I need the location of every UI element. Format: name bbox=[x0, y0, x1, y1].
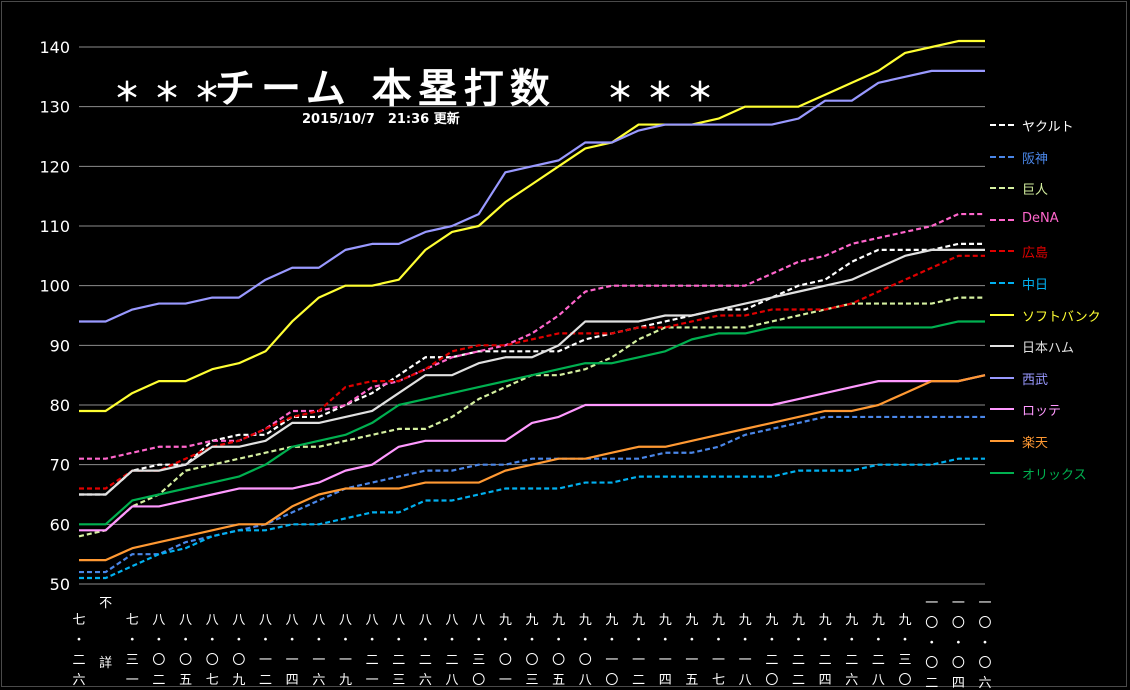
legend-label: ロッテ bbox=[1022, 404, 1062, 420]
series-line-日本ハム bbox=[79, 248, 985, 496]
title-stars-right: ＊＊＊ bbox=[607, 78, 728, 108]
x-tick-label: 七・三一 bbox=[126, 613, 139, 688]
x-tick-label: 八・〇七 bbox=[206, 613, 219, 688]
x-tick-label: 九・一七 bbox=[712, 613, 725, 688]
x-tick-label: 八・二六 bbox=[419, 613, 432, 688]
x-tick-label: 九・二二 bbox=[792, 613, 805, 688]
x-tick-label: 八・三〇 bbox=[472, 613, 485, 688]
x-tick-label: 九・〇八 bbox=[579, 613, 592, 688]
x-tick-label: 九・〇三 bbox=[525, 613, 538, 688]
x-tick-label: 九・〇五 bbox=[552, 613, 565, 688]
title-stars-left: ＊＊＊ bbox=[114, 78, 235, 108]
legend-swatch bbox=[990, 440, 1014, 442]
legend-swatch bbox=[990, 376, 1014, 379]
legend-label: 西武 bbox=[1022, 372, 1049, 388]
series-line-ソフトバンク bbox=[79, 39, 985, 413]
legend-swatch bbox=[990, 313, 1014, 316]
legend-swatch bbox=[990, 250, 1014, 253]
grid-lines bbox=[79, 46, 985, 585]
series-line-オリックス bbox=[79, 320, 985, 526]
legend-swatch bbox=[990, 471, 1014, 474]
chart-title: チーム 本塁打数 bbox=[215, 66, 556, 112]
x-tick-label: 九・〇一 bbox=[499, 613, 512, 688]
x-tick-label: 一〇・〇二 bbox=[925, 596, 938, 690]
y-tick-label: 100 bbox=[39, 277, 70, 296]
legend-swatch bbox=[990, 408, 1014, 411]
legend-swatch bbox=[990, 218, 1014, 221]
x-tick-label: 九・一〇 bbox=[605, 613, 618, 688]
x-tick-label: 九・一八 bbox=[739, 613, 752, 688]
series-line-西武 bbox=[79, 69, 985, 323]
series-line-楽天 bbox=[79, 374, 986, 562]
chart-subtitle: 2015/10/7 21:36 更新 bbox=[302, 112, 460, 127]
x-axis: 七・二六 不詳 七・三一八・〇二 八・〇五 八・〇七八・〇九 八・一二 八・一四八・一六 八・… bbox=[72, 596, 991, 690]
series-line-中日 bbox=[79, 457, 985, 580]
y-axis: 50 60 70 80 90 100 110 120 130 140 bbox=[39, 38, 70, 594]
legend-label: DeNA bbox=[1022, 210, 1059, 226]
legend-label: 阪神 bbox=[1022, 151, 1049, 167]
series-line-ロッテ bbox=[79, 374, 986, 532]
series-line-ヤクルト bbox=[79, 242, 985, 496]
legend-swatch bbox=[990, 124, 1014, 126]
series-line-阪神 bbox=[79, 415, 985, 574]
x-tick-label: 八・一九 bbox=[339, 613, 352, 688]
legend-swatch bbox=[990, 187, 1014, 190]
y-tick-label: 70 bbox=[50, 456, 70, 475]
legend-label: 巨人 bbox=[1022, 183, 1049, 199]
y-tick-label: 140 bbox=[39, 38, 70, 57]
x-tick-label: 不詳 bbox=[99, 596, 112, 671]
x-tick-label: 一〇・〇四 bbox=[952, 596, 965, 690]
y-tick-label: 130 bbox=[39, 98, 70, 117]
x-tick-label: 九・三〇 bbox=[899, 613, 912, 688]
x-tick-label: 八・〇二 bbox=[152, 613, 165, 688]
legend-label: 日本ハム bbox=[1022, 341, 1075, 357]
legend-label: 広島 bbox=[1022, 246, 1049, 262]
series-line-DeNA bbox=[79, 212, 985, 460]
x-tick-label: 八・〇九 bbox=[232, 613, 245, 688]
x-tick-label: 九・二六 bbox=[845, 613, 858, 688]
x-tick-label: 九・一二 bbox=[632, 613, 645, 688]
y-tick-label: 80 bbox=[50, 396, 70, 415]
x-tick-label: 九・一五 bbox=[685, 613, 698, 688]
legend-label: 中日 bbox=[1022, 278, 1049, 293]
legend-swatch bbox=[990, 155, 1014, 158]
x-tick-label: 八・二八 bbox=[446, 613, 459, 688]
series-line-広島 bbox=[79, 254, 985, 490]
x-tick-label: 八・〇五 bbox=[179, 613, 192, 688]
series-lines bbox=[78, 39, 986, 580]
x-tick-label: 七・二六 bbox=[72, 613, 85, 688]
x-tick-label: 八・一二 bbox=[259, 613, 272, 688]
y-tick-label: 90 bbox=[50, 336, 70, 355]
legend-label: ヤクルト bbox=[1022, 120, 1074, 135]
x-tick-label: 九・二〇 bbox=[765, 613, 778, 688]
legend-label: 楽天 bbox=[1022, 436, 1049, 451]
legend-swatch bbox=[990, 282, 1014, 284]
x-tick-label: 八・一四 bbox=[286, 613, 299, 688]
y-tick-label: 50 bbox=[50, 575, 70, 594]
x-tick-label: 九・二八 bbox=[872, 613, 885, 688]
x-tick-label: 八・二三 bbox=[392, 613, 405, 688]
x-tick-label: 九・一四 bbox=[659, 613, 672, 688]
legend-label: ソフトバンク bbox=[1022, 309, 1101, 325]
legend-label: オリックス bbox=[1022, 467, 1087, 483]
y-tick-label: 120 bbox=[39, 157, 70, 176]
x-tick-label: 九・二四 bbox=[819, 613, 832, 688]
y-tick-label: 60 bbox=[50, 515, 70, 534]
x-tick-label: 一〇・〇六 bbox=[978, 596, 991, 690]
x-tick-label: 八・二一 bbox=[366, 613, 379, 688]
x-tick-label: 八・一六 bbox=[312, 613, 325, 688]
legend-swatch bbox=[990, 345, 1014, 348]
y-tick-label: 110 bbox=[39, 217, 70, 236]
